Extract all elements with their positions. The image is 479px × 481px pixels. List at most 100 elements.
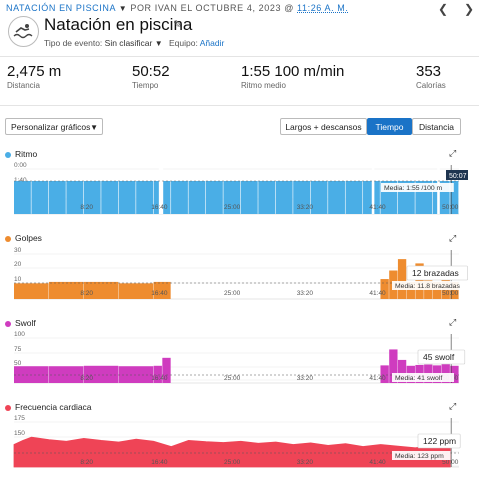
event-type: Tipo de evento: Sin clasificar ▼ — [44, 38, 163, 48]
x-tick-label: 8:20 — [80, 290, 93, 297]
pace-bar — [14, 181, 31, 214]
cursor-badge-label: 50:07 — [449, 173, 467, 180]
stat-calories-value: 353 — [416, 63, 442, 80]
golpes-bar — [118, 283, 154, 299]
tab-time[interactable]: Tiempo — [367, 118, 412, 135]
x-tick-label: 25:00 — [224, 290, 241, 297]
avg-label-bg — [381, 183, 454, 192]
activity-time-link[interactable]: 11:26 A. M. — [297, 3, 349, 13]
equipment: Equipo: Añadir — [169, 38, 224, 48]
x-tick-label: 8:20 — [80, 375, 93, 382]
equipment-add-link[interactable]: Añadir — [199, 38, 225, 48]
pace-bar — [136, 181, 154, 214]
pace-bar — [363, 181, 380, 214]
cursor-badge — [446, 170, 468, 180]
chevron-right-icon[interactable]: ❯ — [464, 2, 475, 16]
expand-icon[interactable]: ⤢ — [449, 401, 457, 411]
x-tick-label: 8:20 — [80, 204, 93, 211]
chart-title-ritmo-label: Ritmo — [15, 149, 38, 159]
pace-bar — [83, 181, 101, 214]
golpes-bar — [48, 281, 84, 299]
pencil-icon[interactable]: ✎ — [173, 19, 183, 31]
stat-calories-label: Calorías — [416, 81, 446, 90]
pace-bar — [293, 181, 311, 214]
event-type-label: Tipo de evento: — [44, 38, 103, 48]
activity-type-caret-icon[interactable]: ▼ — [118, 4, 128, 13]
x-tick-label: 33:20 — [297, 375, 314, 382]
chart-title-fc-label: Frecuencia cardiaca — [15, 402, 92, 412]
swolf-bar — [397, 359, 407, 383]
chart-title-ritmo: Ritmo — [5, 149, 37, 159]
pace-bar — [188, 181, 206, 214]
chart-swolf: 1007550258:2016:4025:0033:2041:4050:00Me… — [14, 331, 466, 384]
y-tick-label: 50 — [14, 360, 22, 367]
x-tick-label: 33:20 — [297, 459, 314, 466]
x-tick-label: 16:40 — [151, 204, 168, 211]
avg-label: Media: 1:55 /100 m — [384, 185, 443, 192]
stat-distance-label: Distancia — [7, 81, 40, 90]
expand-icon[interactable]: ⤢ — [449, 233, 457, 243]
chart-title-golpes: Golpes — [5, 233, 42, 243]
expand-icon[interactable]: ⤢ — [449, 148, 457, 158]
chevron-down-icon: ▼ — [90, 123, 98, 132]
pace-bar — [223, 181, 241, 214]
customize-charts-label: Personalizar gráficos — [11, 122, 91, 132]
series-dot-swolf — [5, 320, 11, 327]
y-tick-label: 150 — [14, 430, 25, 437]
pace-bar — [118, 181, 136, 214]
x-tick-label: 41:40 — [369, 459, 386, 466]
swimmer-icon — [8, 16, 39, 47]
stat-distance-value: 2,475 m — [7, 63, 62, 80]
swolf-bar — [162, 357, 171, 383]
swolf-bar — [118, 366, 154, 383]
activity-title[interactable]: Natación en piscina — [44, 15, 193, 34]
event-type-caret-icon[interactable]: ▼ — [154, 39, 163, 48]
series-dot-fc — [5, 404, 11, 411]
y-tick-label: 75 — [14, 346, 22, 353]
y-tick-label: 10 — [14, 276, 22, 283]
customize-charts-button[interactable]: Personalizar gráficos ▼ — [5, 118, 103, 135]
swolf-bar — [389, 349, 398, 383]
activity-type-link[interactable]: NATACIÓN EN PISCINA — [6, 3, 116, 13]
x-tick-label: 25:00 — [224, 375, 241, 382]
swolf-bar — [450, 365, 459, 383]
tooltip-value: 45 swolf — [423, 352, 455, 362]
rest-gap — [158, 167, 164, 214]
event-type-select[interactable]: Sin clasificar — [104, 38, 153, 48]
x-tick-label: 41:40 — [369, 375, 386, 382]
avg-label-bg — [392, 281, 472, 290]
pace-bar — [48, 181, 66, 214]
swolf-bar — [380, 365, 389, 383]
tooltip-value: 122 ppm — [423, 436, 456, 446]
pace-bar — [328, 181, 345, 214]
stat-pace-label: Ritmo medio — [241, 81, 286, 90]
tooltip-value: 12 brazadas — [412, 268, 459, 278]
swolf-bar — [153, 365, 162, 383]
hr-area — [13, 436, 451, 468]
expand-icon[interactable]: ⤢ — [449, 317, 457, 327]
chart-title-swolf-label: Swolf — [15, 318, 36, 328]
tooltip — [406, 265, 468, 281]
golpes-bar — [380, 279, 389, 299]
avg-label: Media: 11.8 brazadas — [395, 283, 460, 290]
tab-distance[interactable]: Distancia — [412, 118, 461, 135]
x-tick-label: 25:00 — [224, 459, 241, 466]
x-tick-label: 25:00 — [224, 204, 241, 211]
chevron-left-icon[interactable]: ❮ — [438, 2, 449, 16]
x-tick-label: 16:40 — [151, 459, 168, 466]
swolf-bar — [48, 366, 84, 383]
pace-bar — [240, 181, 258, 214]
tab-laps-rests[interactable]: Largos + descansos — [280, 118, 367, 135]
pace-bar — [258, 181, 276, 214]
avg-label-bg — [392, 451, 451, 460]
x-tick-label: 8:20 — [80, 459, 93, 466]
stat-pace-value: 1:55 100 m/min — [241, 63, 345, 80]
chart-golpes: 30 20 10 8:20 16:40 25:00 33:20 41:40 50:00Media… — [14, 247, 472, 300]
x-tick-label: 16:40 — [151, 375, 168, 382]
y-tick-label: 0:00 — [14, 162, 27, 169]
pace-bar — [450, 181, 459, 214]
pace-bar — [66, 181, 84, 214]
golpes-bar — [406, 281, 415, 299]
tooltip — [417, 433, 461, 449]
